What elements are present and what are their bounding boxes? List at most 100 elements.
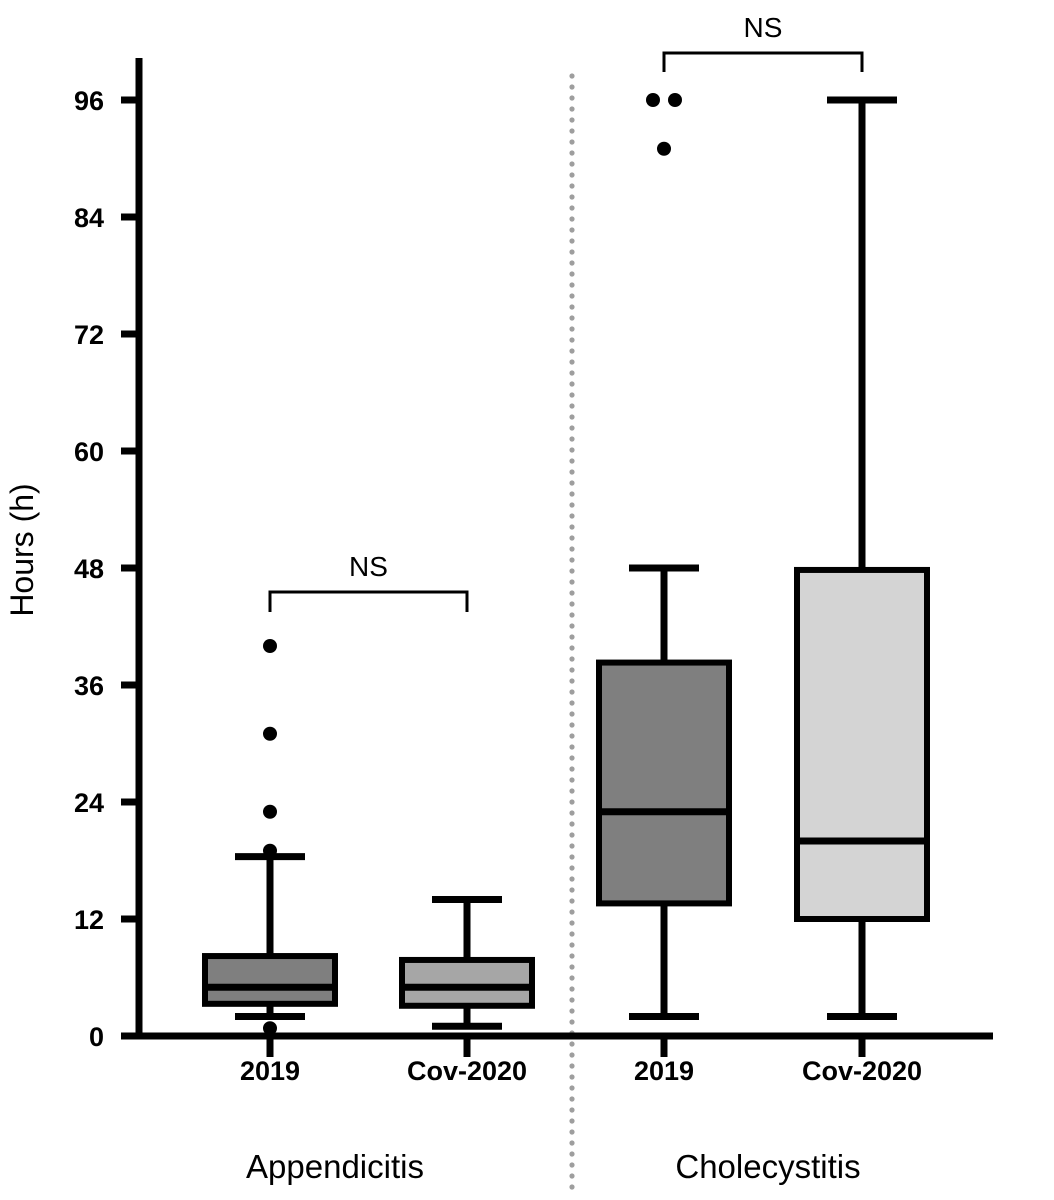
divider-dot (569, 95, 575, 101)
divider-dot (569, 700, 575, 706)
significance-brackets: NS NS (268, 12, 864, 612)
significance-label: NS (349, 551, 388, 582)
divider-dot (569, 1096, 575, 1102)
divider-dot (569, 128, 575, 134)
divider-dot (569, 392, 575, 398)
divider-dot (569, 821, 575, 827)
divider-dot (569, 172, 575, 178)
divider-dot (569, 733, 575, 739)
divider-dot (569, 777, 575, 783)
divider-dot (569, 1041, 575, 1047)
divider-dot (569, 1085, 575, 1091)
category-label: 2019 (634, 1056, 694, 1086)
divider-dot (569, 887, 575, 893)
divider-dot (569, 623, 575, 629)
divider-dot (569, 458, 575, 464)
divider-dot (569, 579, 575, 585)
divider-dot (569, 469, 575, 475)
divider-dot (569, 634, 575, 640)
divider-dot (569, 260, 575, 266)
group-divider-dotted-line (569, 73, 575, 1190)
divider-dot (569, 931, 575, 937)
divider-dot (569, 381, 575, 387)
divider-dot (569, 425, 575, 431)
divider-dot (569, 865, 575, 871)
divider-dot (569, 238, 575, 244)
divider-dot (569, 216, 575, 222)
axes (121, 58, 993, 1057)
category-label: Cov-2020 (407, 1056, 527, 1086)
category-label: 2019 (240, 1056, 300, 1086)
divider-dot (569, 1063, 575, 1069)
outlier-dot (263, 804, 277, 819)
divider-dot (569, 997, 575, 1003)
significance-bracket (662, 51, 864, 72)
divider-dot (569, 1151, 575, 1157)
divider-dot (569, 282, 575, 288)
divider-dot (569, 106, 575, 112)
divider-dot (569, 601, 575, 607)
divider-dot (569, 1118, 575, 1124)
divider-dot (569, 557, 575, 563)
iqr-box (794, 566, 930, 922)
divider-dot (569, 271, 575, 277)
divider-dot (569, 150, 575, 156)
outlier-dot (263, 639, 277, 653)
divider-dot (569, 524, 575, 530)
divider-dot (569, 667, 575, 673)
divider-dot (569, 920, 575, 926)
divider-dot (569, 502, 575, 508)
divider-dot (569, 161, 575, 167)
divider-dot (569, 876, 575, 882)
significance-bracket (268, 590, 469, 612)
divider-dot (569, 139, 575, 145)
divider-dot (569, 612, 575, 618)
divider-dot (569, 249, 575, 255)
divider-dot (569, 359, 575, 365)
y-axis-title: Hours (h) (4, 483, 40, 616)
iqr-box (596, 659, 732, 907)
divider-dot (569, 722, 575, 728)
divider-dot (569, 678, 575, 684)
outlier-dot (668, 93, 682, 107)
significance-label: NS (744, 12, 783, 43)
divider-dot (569, 909, 575, 915)
divider-dot (569, 1019, 575, 1025)
divider-dot (569, 326, 575, 332)
divider-dot (569, 788, 575, 794)
divider-dot (569, 568, 575, 574)
divider-dot (569, 194, 575, 200)
y-tick-label: 12 (74, 905, 104, 935)
divider-dot (569, 590, 575, 596)
divider-dot (569, 832, 575, 838)
outlier-dot (646, 93, 660, 107)
y-tick-label: 48 (74, 554, 104, 584)
divider-dot (569, 315, 575, 321)
divider-dot (569, 546, 575, 552)
y-tick-label: 36 (74, 671, 104, 701)
y-tick-label: 96 (74, 86, 104, 116)
divider-dot (569, 84, 575, 90)
divider-dot (569, 1107, 575, 1113)
iqr-box (399, 956, 535, 1009)
divider-dot (569, 645, 575, 651)
divider-dot (569, 964, 575, 970)
outlier-dot (263, 843, 277, 858)
divider-dot (569, 447, 575, 453)
divider-dot (569, 1052, 575, 1058)
divider-dot (569, 304, 575, 310)
divider-dot (569, 942, 575, 948)
divider-dot (569, 810, 575, 816)
divider-dot (569, 1008, 575, 1014)
boxplots (202, 93, 930, 1036)
y-tick-label: 24 (74, 788, 104, 818)
iqr-box (202, 953, 338, 1007)
divider-dot (569, 414, 575, 420)
y-tick-label: 72 (74, 320, 104, 350)
divider-dot (569, 348, 575, 354)
y-tick-label: 84 (74, 203, 104, 233)
divider-dot (569, 854, 575, 860)
divider-dot (569, 744, 575, 750)
divider-dot (569, 436, 575, 442)
